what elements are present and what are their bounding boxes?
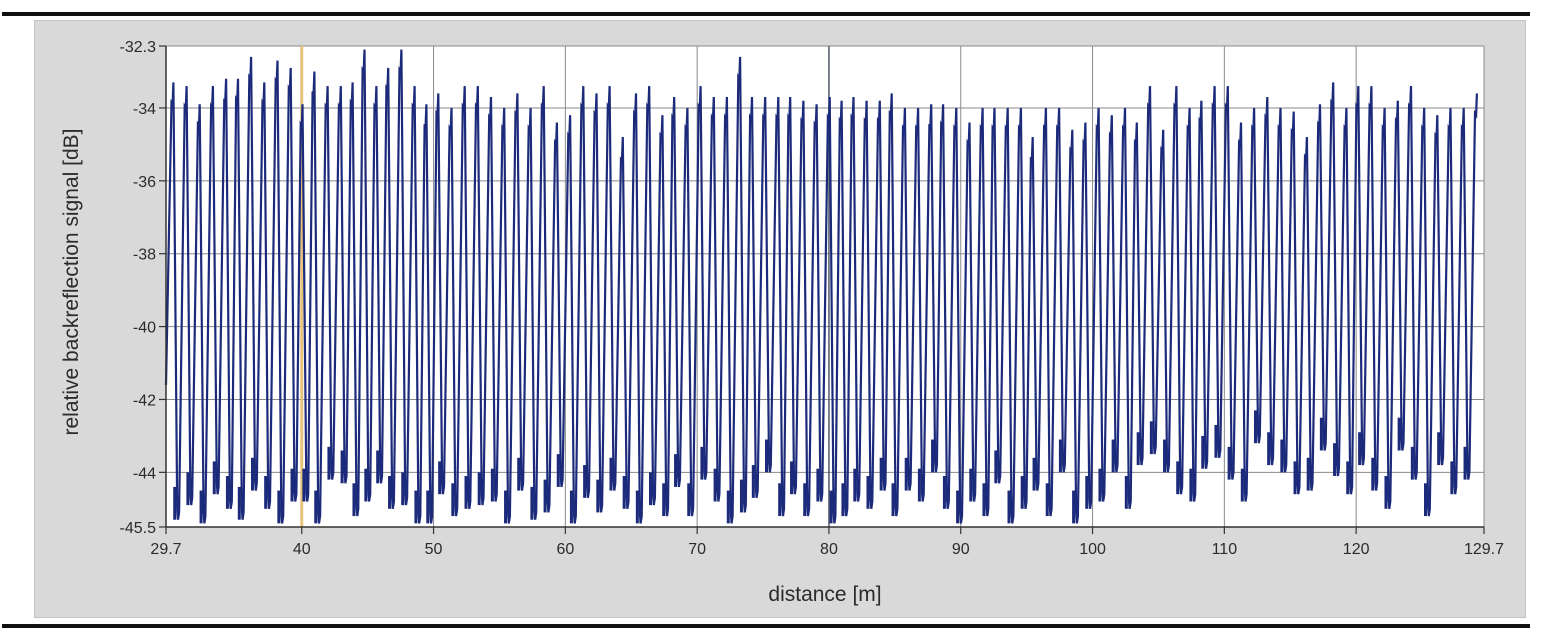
y-tick-label: -36 (133, 174, 156, 191)
x-tick-label: 29.7 (150, 541, 181, 558)
x-tick-label: 129.7 (1464, 541, 1504, 558)
y-tick-label: -38 (133, 247, 156, 264)
series-line (164, 49, 1478, 524)
bottom-rule (2, 624, 1530, 628)
x-tick-label: 60 (556, 541, 574, 558)
y-tick-label: -42 (133, 392, 156, 409)
y-tick-label: -32.3 (120, 39, 157, 56)
x-tick-label: 70 (688, 541, 706, 558)
x-tick-label: 50 (425, 541, 443, 558)
x-tick-labels: 29.7 40 50 60 70 80 90 100 110 120 129.7 (150, 541, 1504, 558)
x-tick-label: 90 (952, 541, 970, 558)
x-tick-label: 40 (293, 541, 311, 558)
axes (159, 45, 1485, 534)
x-tick-label: 80 (820, 541, 838, 558)
y-tick-labels: -32.3 -34 -36 -38 -40 -42 -44 -45.5 (120, 39, 157, 537)
y-axis-title: relative backreflection signal [dB] (60, 129, 83, 436)
x-tick-label: 100 (1079, 541, 1106, 558)
y-tick-label: -40 (133, 320, 156, 337)
x-axis-title: distance [m] (768, 583, 881, 606)
data-series (164, 49, 1478, 524)
y-tick-label: -44 (133, 465, 156, 482)
y-tick-label: -34 (133, 101, 156, 118)
top-rule (2, 12, 1530, 16)
x-tick-label: 110 (1212, 541, 1238, 558)
x-tick-label: 120 (1343, 541, 1370, 558)
y-tick-label: -45.5 (120, 520, 157, 537)
